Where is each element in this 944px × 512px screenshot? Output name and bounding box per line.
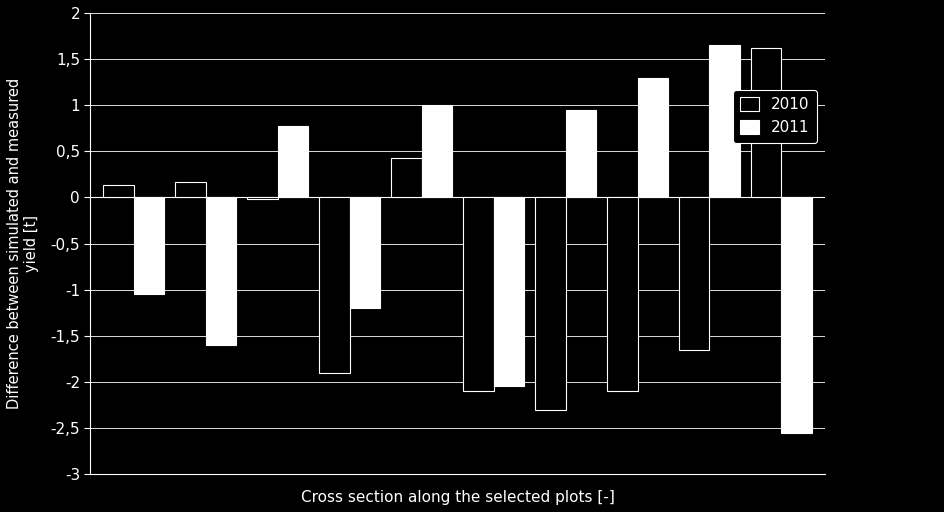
Bar <box>463 198 493 391</box>
Bar <box>534 198 565 410</box>
X-axis label: Cross section along the selected plots [-]: Cross section along the selected plots [… <box>300 490 614 505</box>
Y-axis label: Difference between simulated and measured
yield [t]: Difference between simulated and measure… <box>7 78 40 409</box>
Bar <box>103 185 133 198</box>
Bar <box>679 198 709 350</box>
Legend: 2010, 2011: 2010, 2011 <box>732 90 817 143</box>
Bar <box>709 45 739 198</box>
Bar <box>750 48 781 198</box>
Bar <box>133 198 163 294</box>
Bar <box>206 198 236 345</box>
Bar <box>565 110 595 198</box>
Bar <box>278 126 308 198</box>
Bar <box>607 198 637 391</box>
Bar <box>493 198 523 387</box>
Bar <box>781 198 811 433</box>
Bar <box>176 182 206 198</box>
Bar <box>637 77 667 198</box>
Bar <box>247 198 278 199</box>
Bar <box>391 158 421 198</box>
Bar <box>349 198 379 308</box>
Bar <box>319 198 349 373</box>
Bar <box>421 105 451 198</box>
